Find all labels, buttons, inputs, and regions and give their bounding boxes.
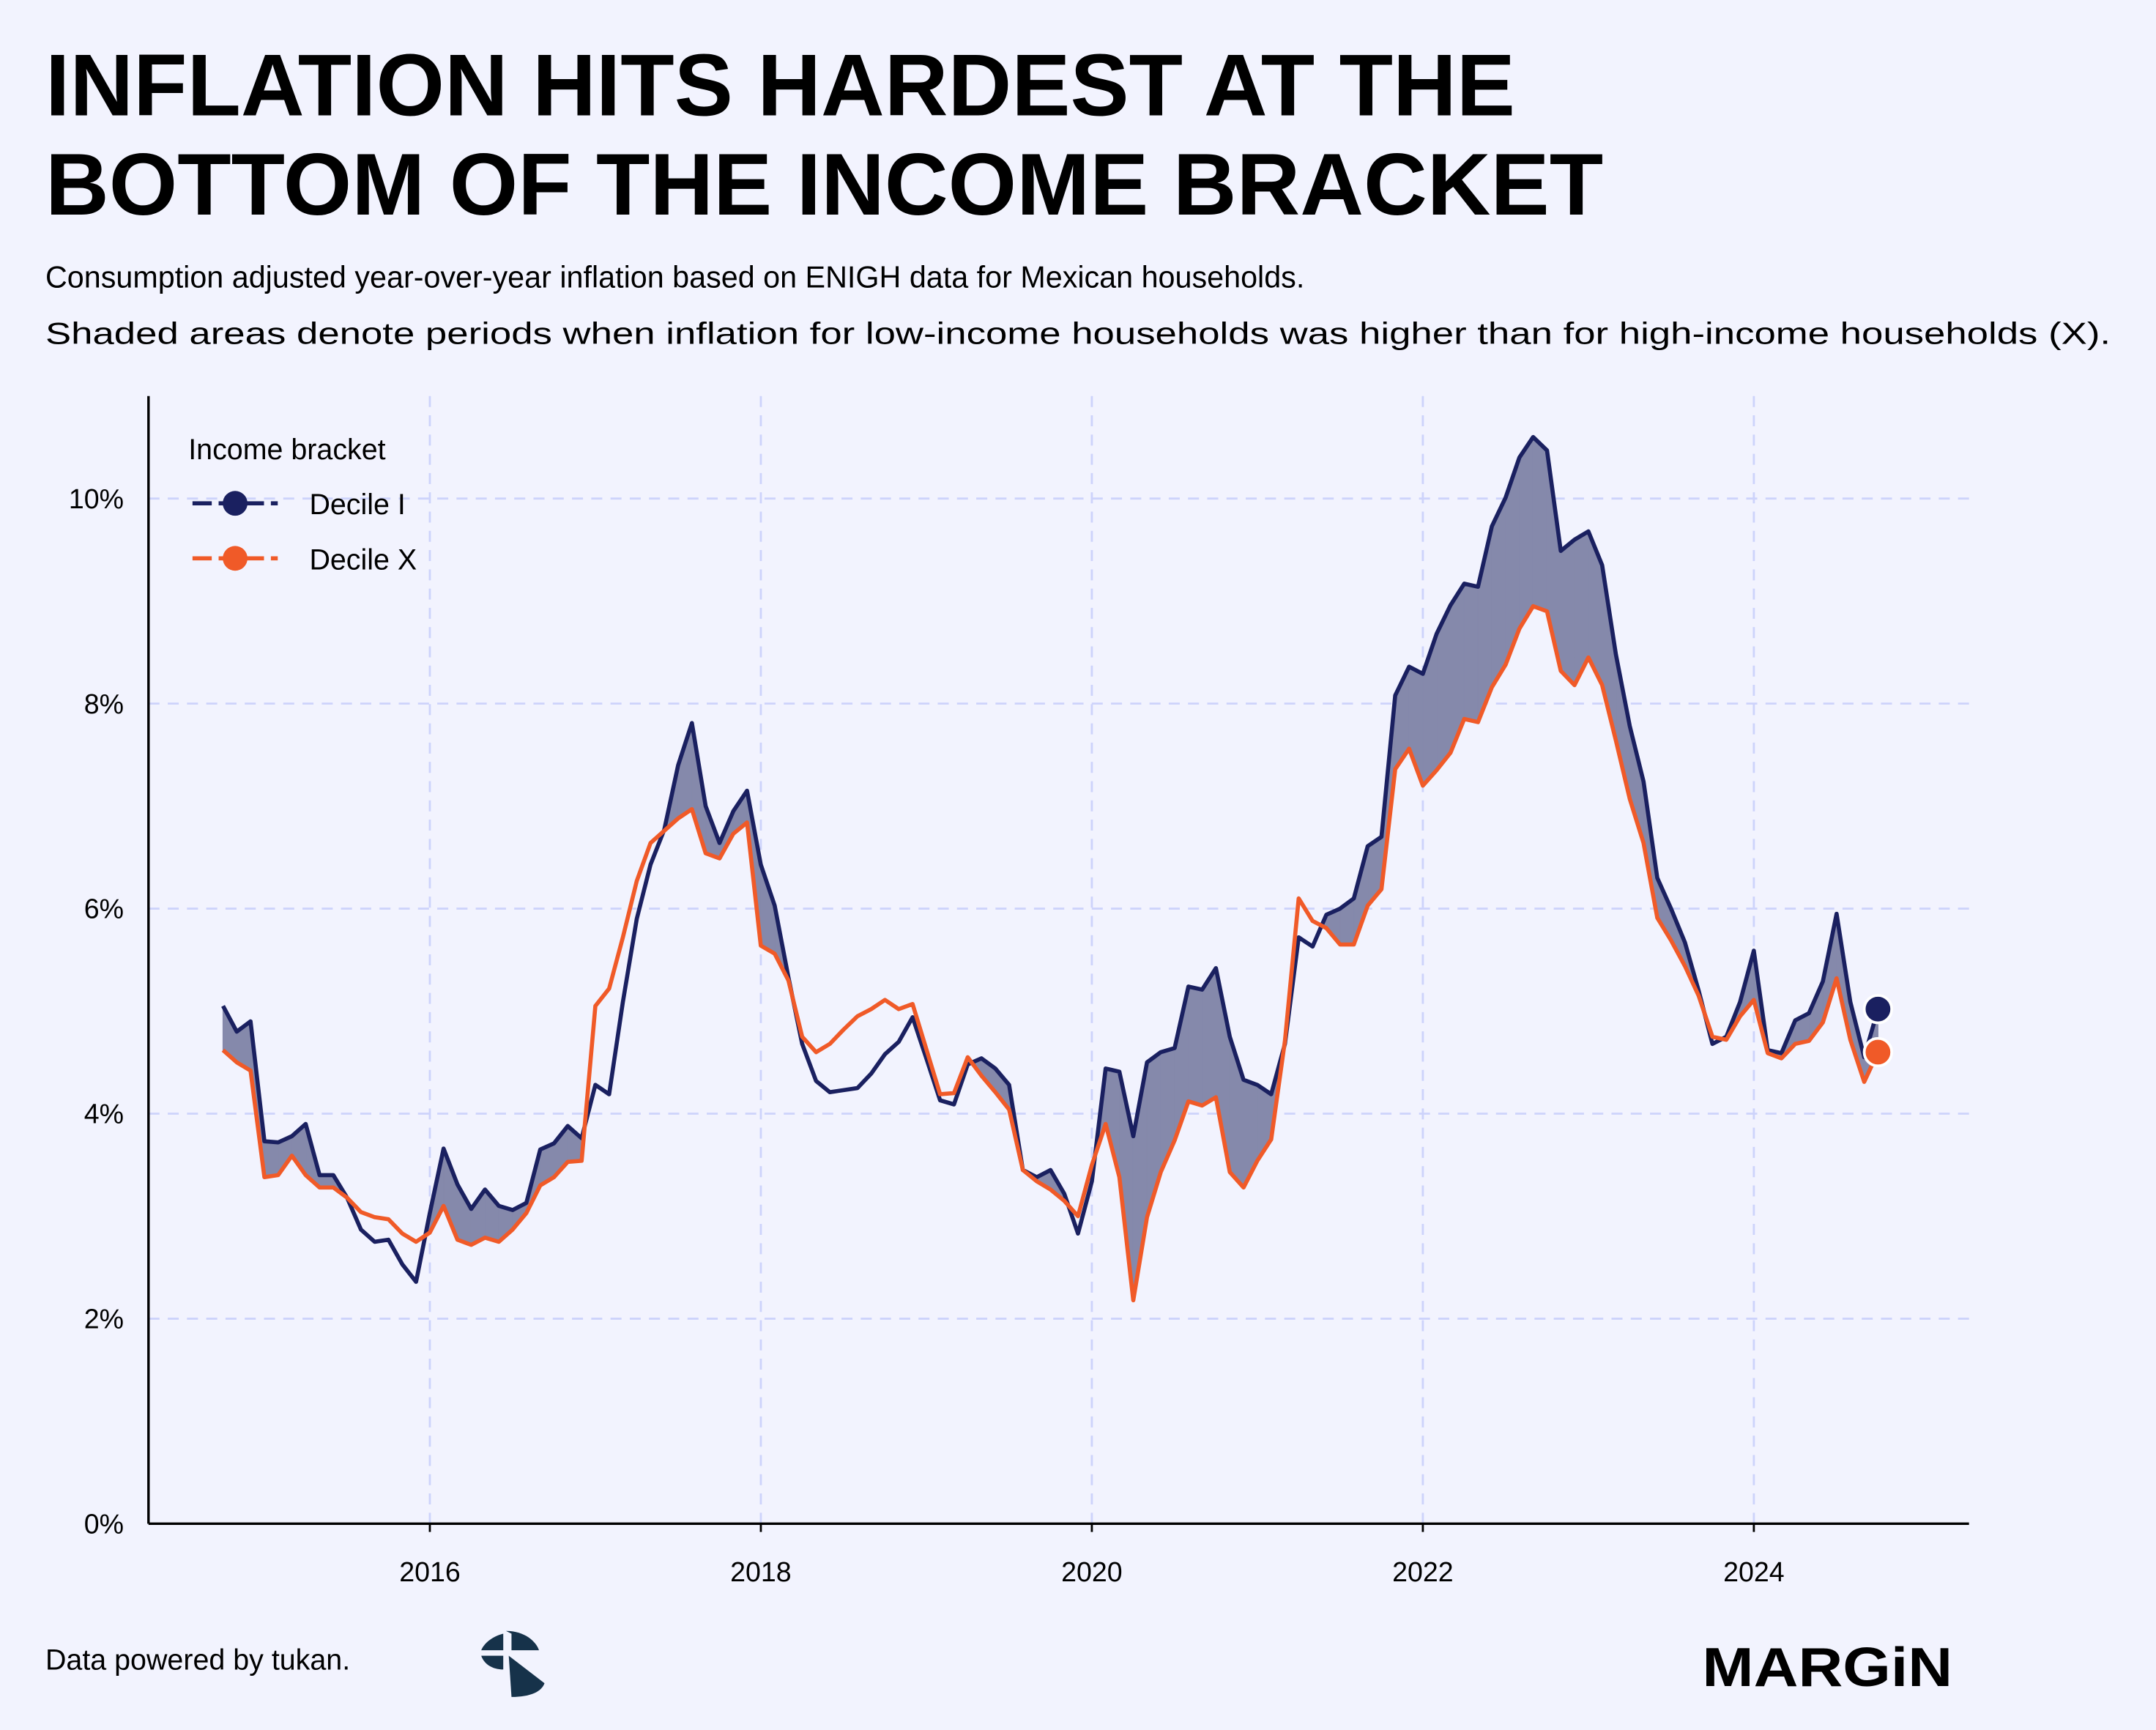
subtitle-line-2: Shaded areas denote periods when inflati… — [45, 316, 2111, 350]
title-line-1: INFLATION HITS HARDEST AT THE — [45, 37, 1515, 135]
title-line-2: BOTTOM OF THE INCOME BRACKET — [45, 135, 1603, 234]
x-tick-label: 2020 — [1061, 1556, 1123, 1587]
shade-area — [1560, 538, 1575, 686]
shade-area — [1188, 986, 1203, 1107]
shade-area — [1463, 583, 1479, 723]
y-tick-label: 8% — [84, 688, 124, 719]
x-tick-label: 2022 — [1392, 1556, 1454, 1587]
series-lines — [221, 434, 1894, 1303]
series-line-decile-x — [221, 604, 1880, 1303]
legend: Income bracket Decile I Decile X — [188, 434, 417, 576]
legend-marker-decile-i — [223, 491, 248, 516]
y-tick-label: 4% — [84, 1099, 124, 1129]
legend-marker-decile-x — [223, 546, 248, 571]
legend-title: Income bracket — [188, 434, 385, 466]
axes — [147, 396, 1969, 1526]
shade-area — [1519, 435, 1534, 631]
end-marker-decile-i — [1862, 994, 1894, 1025]
data-credit: Data powered by tukan. — [45, 1644, 350, 1676]
margin-logo: MARGiN — [1702, 1636, 1952, 1698]
x-tick-label: 2016 — [399, 1556, 461, 1587]
y-tick-label: 2% — [84, 1304, 124, 1334]
legend-label-decile-x: Decile X — [309, 543, 417, 576]
subtitle-line-1: Consumption adjusted year-over-year infl… — [45, 260, 1304, 294]
end-marker-decile-x — [1862, 1036, 1894, 1068]
tukan-logo — [481, 1630, 545, 1697]
y-tick-label: 10% — [69, 483, 124, 514]
x-tick-label: 2018 — [730, 1556, 792, 1587]
shade-area — [264, 1140, 279, 1178]
series-line-decile-i — [221, 434, 1881, 1284]
x-tick-label: 2024 — [1723, 1556, 1785, 1587]
shade-area — [1532, 436, 1547, 612]
legend-item-decile-x[interactable]: Decile X — [192, 543, 417, 576]
tick-labels: 0% 2% 4% 6% 8% 10% 2016 2018 2020 2022 2024 — [69, 483, 1785, 1587]
legend-item-decile-i[interactable]: Decile I — [192, 489, 406, 521]
y-tick-label: 6% — [84, 894, 124, 924]
legend-label-decile-i: Decile I — [309, 489, 405, 521]
y-tick-label: 0% — [84, 1508, 124, 1539]
